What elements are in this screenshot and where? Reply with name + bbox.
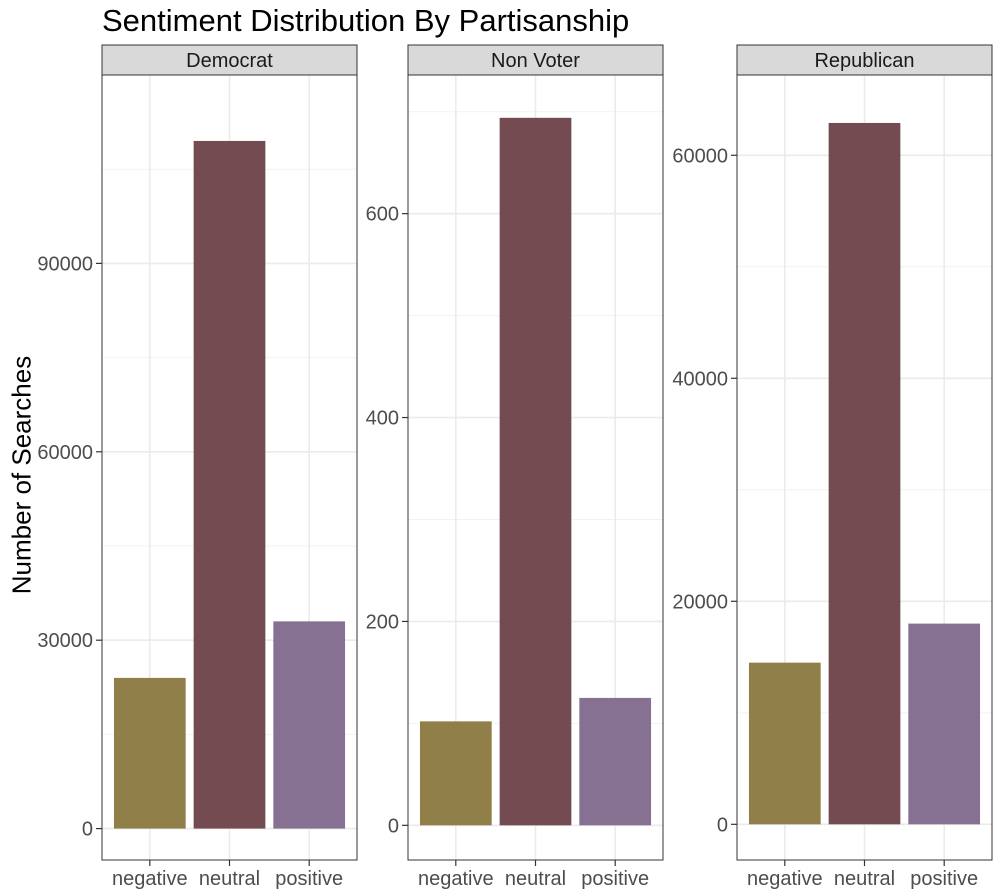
facet-strip-label: Democrat: [186, 50, 273, 72]
y-tick-label: 40000: [672, 368, 728, 390]
x-tick-label: neutral: [834, 868, 895, 890]
x-tick-label: positive: [910, 868, 978, 890]
x-tick-label: negative: [112, 868, 188, 890]
x-tick-label: negative: [418, 868, 494, 890]
bar-republican-negative: [748, 662, 821, 825]
x-tick-label: positive: [581, 868, 649, 890]
y-tick-label: 0: [82, 819, 93, 841]
bar-democrat-positive: [273, 621, 346, 829]
x-tick-label: neutral: [199, 868, 260, 890]
facet-strip: [407, 44, 664, 76]
facet-panel-republican: Republican 0 20000 40000 60000 negative neutra…: [672, 44, 993, 890]
bar-republican-positive: [908, 623, 981, 825]
chart-title: Sentiment Distribution By Partisanship: [102, 3, 630, 38]
y-tick-label: 200: [366, 611, 399, 633]
y-tick-label: 20000: [672, 591, 728, 613]
bar-republican-neutral: [828, 122, 901, 825]
y-tick-label: 600: [366, 204, 399, 226]
x-tick-label: negative: [747, 868, 823, 890]
bar-non-voter-neutral: [499, 117, 572, 826]
y-tick-label: 60000: [37, 442, 93, 464]
y-tick-label: 0: [717, 814, 728, 836]
y-tick-label: 90000: [37, 253, 93, 275]
facet-panel-democrat: Democrat 0 30000 60000 90000 negative neutral p…: [37, 44, 358, 890]
facet-strip: [101, 44, 358, 76]
bar-non-voter-negative: [419, 721, 492, 826]
y-tick-label: 30000: [37, 630, 93, 652]
bar-democrat-negative: [113, 677, 186, 829]
facet-strip-label: Republican: [814, 50, 914, 72]
facet-strip-label: Non Voter: [491, 50, 580, 72]
facet-strip: [736, 44, 993, 76]
y-tick-label: 0: [388, 815, 399, 837]
facet-panel-non-voter: Non Voter 0 200 400 600 negative neutral positi…: [366, 44, 664, 890]
bar-non-voter-positive: [579, 697, 652, 826]
y-tick-label: 400: [366, 408, 399, 430]
x-tick-label: positive: [275, 868, 343, 890]
x-tick-label: neutral: [505, 868, 566, 890]
bar-democrat-neutral: [193, 140, 266, 829]
y-tick-label: 60000: [672, 145, 728, 167]
